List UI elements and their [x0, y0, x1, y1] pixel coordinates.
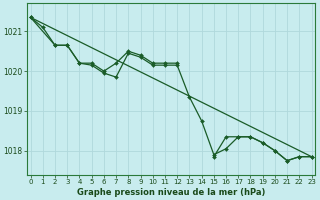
X-axis label: Graphe pression niveau de la mer (hPa): Graphe pression niveau de la mer (hPa): [77, 188, 265, 197]
